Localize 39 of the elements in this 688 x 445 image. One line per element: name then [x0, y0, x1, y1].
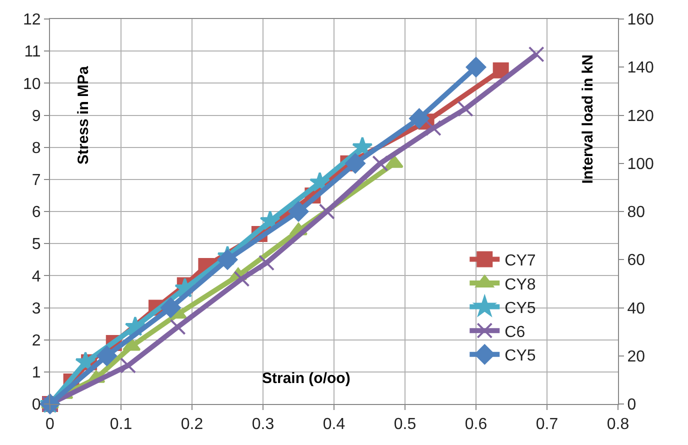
- y-tick-label: 2: [32, 332, 41, 350]
- x-tick-label: 0: [46, 416, 55, 434]
- y-tick-label: 7: [32, 172, 41, 190]
- y-tick-label: 6: [32, 204, 41, 222]
- x-tick-label: 0.2: [180, 416, 204, 434]
- x-tick-label: 0.1: [110, 416, 132, 434]
- x-tick-label: 0.6: [464, 416, 488, 434]
- y-tick-label: 3: [32, 300, 41, 318]
- x-tick-label: 0.5: [394, 416, 416, 434]
- y2-tick-label: 80: [627, 204, 646, 222]
- y-tick-label: 1: [32, 364, 41, 382]
- y2-tick-label: 20: [627, 348, 646, 366]
- y-tick-label: 9: [32, 108, 41, 125]
- y-tick-label: 8: [32, 140, 41, 157]
- y2-tick-label: 60: [627, 252, 646, 270]
- y2-tick-label: 100: [627, 156, 654, 173]
- x-axis-title: Strain (o/oo): [262, 370, 350, 387]
- y2-tick-label: 140: [627, 60, 654, 77]
- y-tick-label: 0: [32, 396, 41, 414]
- legend-label: CY7: [504, 252, 536, 270]
- y-tick-label: 10: [23, 76, 41, 93]
- y2-tick-label: 40: [627, 300, 646, 318]
- y2-tick-label: 120: [627, 108, 654, 125]
- legend-label: CY5: [504, 348, 536, 365]
- x-tick-label: 0.3: [252, 416, 274, 434]
- y-tick-label: 12: [23, 12, 41, 29]
- y2-tick-label: 0: [627, 396, 636, 414]
- y-tick-label: 5: [32, 236, 41, 254]
- legend-label: CY5: [504, 300, 536, 318]
- y2-axis-title: Interval load in kN: [580, 54, 597, 184]
- y2-tick-label: 160: [627, 12, 654, 29]
- y-tick-label: 4: [32, 268, 41, 286]
- x-tick-label: 0.4: [322, 416, 346, 434]
- legend-label: C6: [504, 324, 526, 341]
- y-tick-label: 11: [24, 44, 41, 61]
- x-tick-label: 0.8: [606, 416, 630, 434]
- y-axis-title: Stress in MPa: [74, 65, 92, 164]
- legend-label: CY8: [504, 276, 536, 294]
- x-tick-label: 0.7: [536, 416, 558, 434]
